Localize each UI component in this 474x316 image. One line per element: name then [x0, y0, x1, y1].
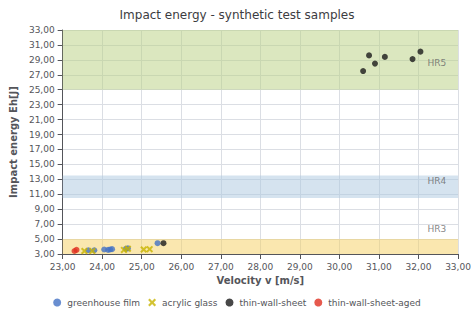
svg-text:29,00: 29,00	[29, 55, 55, 65]
svg-text:33,00: 33,00	[29, 25, 55, 35]
svg-text:thin-wall-sheet: thin-wall-sheet	[240, 298, 307, 308]
svg-text:29,00: 29,00	[287, 262, 313, 272]
svg-text:15,00: 15,00	[29, 159, 55, 169]
svg-text:HR3: HR3	[427, 224, 446, 234]
svg-text:27,00: 27,00	[208, 262, 234, 272]
svg-text:21,00: 21,00	[29, 115, 55, 125]
svg-text:25,00: 25,00	[29, 85, 55, 95]
svg-text:28,00: 28,00	[247, 262, 273, 272]
svg-text:9,00: 9,00	[35, 204, 55, 214]
svg-text:acrylic glass: acrylic glass	[162, 298, 218, 308]
svg-text:11,00: 11,00	[29, 189, 55, 199]
svg-text:Impact energy Eh[J]: Impact energy Eh[J]	[8, 86, 19, 198]
svg-text:19,00: 19,00	[29, 130, 55, 140]
svg-text:3,00: 3,00	[35, 249, 55, 259]
svg-text:23,00: 23,00	[29, 100, 55, 110]
svg-text:27,00: 27,00	[29, 70, 55, 80]
svg-text:13,00: 13,00	[29, 174, 55, 184]
svg-text:Velocity v [m/s]: Velocity v [m/s]	[217, 275, 305, 286]
svg-text:thin-wall-sheet-aged: thin-wall-sheet-aged	[328, 298, 421, 308]
svg-text:24,00: 24,00	[89, 262, 115, 272]
svg-text:32,00: 32,00	[406, 262, 432, 272]
svg-text:23,00: 23,00	[50, 262, 76, 272]
svg-text:30,00: 30,00	[327, 262, 353, 272]
svg-text:31,00: 31,00	[29, 40, 55, 50]
svg-text:HR5: HR5	[427, 58, 446, 68]
svg-text:26,00: 26,00	[168, 262, 194, 272]
svg-text:greenhouse film: greenhouse film	[67, 298, 140, 308]
svg-text:25,00: 25,00	[129, 262, 155, 272]
svg-text:Impact energy - synthetic test: Impact energy - synthetic test samples	[120, 8, 355, 22]
svg-text:5,00: 5,00	[35, 234, 55, 244]
svg-text:17,00: 17,00	[29, 144, 55, 154]
svg-text:33,00: 33,00	[445, 262, 471, 272]
svg-text:7,00: 7,00	[35, 219, 55, 229]
svg-text:31,00: 31,00	[366, 262, 392, 272]
svg-text:HR4: HR4	[427, 176, 446, 186]
